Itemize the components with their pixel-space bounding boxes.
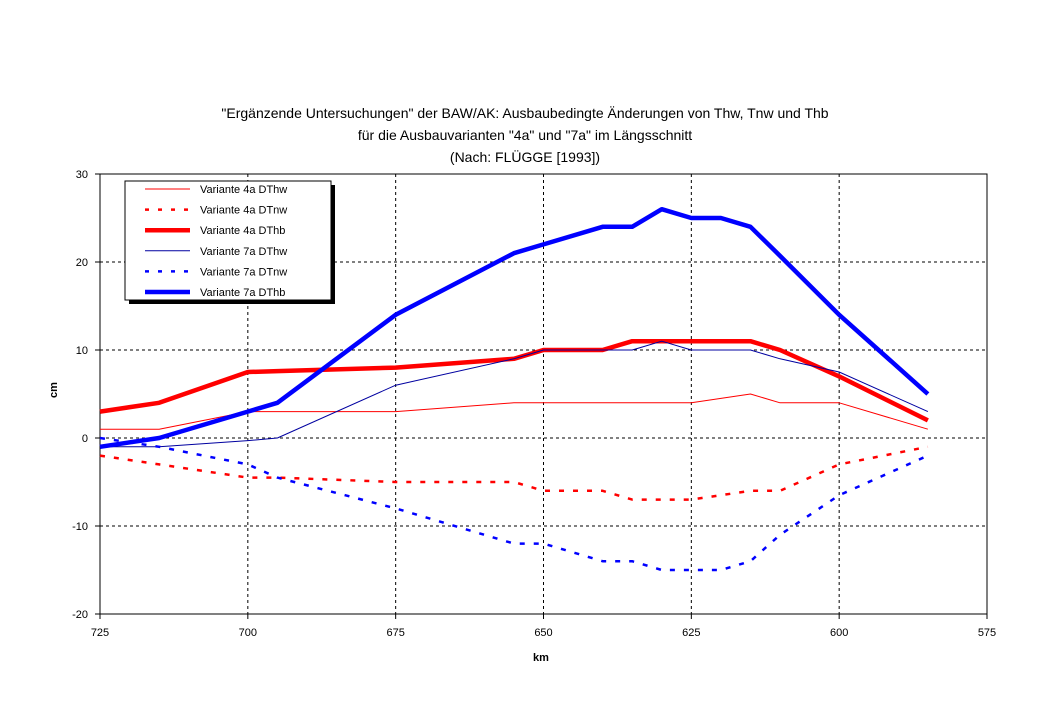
series-line-variante-7a-dtnw	[99, 436, 929, 572]
legend-entry: Variante 7a DThb	[200, 287, 285, 299]
y-axis-label: cm	[48, 382, 60, 398]
y-tick-label: 0	[82, 433, 88, 445]
legend-entry: Variante 4a DThw	[200, 184, 287, 196]
legend-entry: Variante 4a DThb	[200, 225, 285, 237]
legend-entry: Variante 7a DThw	[200, 246, 287, 258]
y-tick-label: -10	[72, 521, 88, 533]
x-tick-label: 725	[91, 627, 109, 639]
series-line-variante-7a-dthw	[100, 340, 929, 448]
x-tick-label: 625	[682, 627, 700, 639]
x-tick-label: 650	[534, 627, 552, 639]
x-tick-label: 675	[386, 627, 404, 639]
x-axis-label: km	[533, 652, 549, 664]
series-line-variante-4a-dtnw	[99, 445, 929, 501]
y-tick-label: 10	[76, 345, 88, 357]
chart-title: "Ergänzende Untersuchungen" der BAW/AK: …	[221, 105, 828, 165]
series-line-variante-4a-dthw	[100, 393, 929, 430]
title-line-1: "Ergänzende Untersuchungen" der BAW/AK: …	[221, 105, 828, 121]
series-line-variante-4a-dthb	[99, 338, 929, 423]
y-tick-label: -20	[72, 609, 88, 621]
title-line-2: für die Ausbauvarianten "4a" und "7a" im…	[358, 127, 692, 143]
legend-box	[124, 180, 332, 301]
grid	[100, 174, 987, 614]
x-tick-label: 600	[830, 627, 848, 639]
title-line-3: (Nach: FLÜGGE [1993])	[450, 148, 600, 165]
legend-entry: Variante 4a DTnw	[200, 205, 287, 217]
axis-ticks: 725 700 675 650 625 600 575 -20 -10 0 10 20 30	[72, 169, 996, 639]
y-tick-label: 20	[76, 257, 88, 269]
x-tick-label: 700	[239, 627, 257, 639]
series-line-variante-7a-dthb	[99, 206, 930, 450]
series-lines	[99, 206, 930, 572]
legend: Variante 4a DThw Variante 4a DTnw Variante…	[124, 180, 335, 304]
x-tick-label: 575	[978, 627, 996, 639]
y-tick-label: 30	[76, 169, 88, 181]
legend-entry: Variante 7a DTnw	[200, 266, 287, 278]
